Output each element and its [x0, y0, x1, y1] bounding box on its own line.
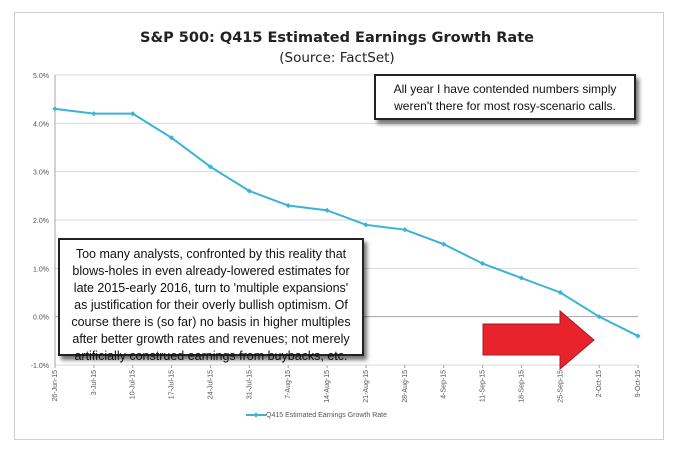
x-tick-label: 18-Sep-15	[518, 370, 525, 403]
legend: Q415 Estimated Earnings Growth Rate	[244, 412, 387, 419]
y-tick-labels: -1.0% 0.0% 1.0% 2.0% 3.0% 4.0% 5.0%	[31, 73, 49, 370]
x-tick-label: 7-Aug-15	[285, 370, 292, 399]
data-point	[91, 111, 97, 117]
x-tick-label: 4-Sep-15	[441, 370, 448, 399]
data-point	[402, 227, 408, 233]
x-tick-label: 25-Sep-15	[557, 370, 564, 403]
y-tick-label: 0.0%	[33, 315, 49, 322]
legend-label: Q415 Estimated Earnings Growth Rate	[266, 412, 388, 419]
chart-subtitle: (Source: FactSet)	[279, 50, 395, 66]
x-tick-label: 11-Sep-15	[480, 370, 487, 402]
red-arrow	[482, 309, 595, 371]
x-tick-label: 31-Jul-15	[246, 370, 253, 399]
data-point	[52, 106, 58, 112]
data-point	[130, 111, 136, 117]
legend-marker	[246, 412, 266, 418]
y-tick-label: 5.0%	[33, 73, 49, 80]
data-point	[479, 260, 486, 267]
y-tick-label: -1.0%	[31, 363, 49, 370]
x-tick-label: 10-Jul-15	[130, 370, 137, 399]
x-tick-label: 26-Jun-15	[52, 370, 59, 402]
annotation-left: Too many analysts, confronted by this re…	[58, 238, 364, 363]
x-tick-label: 3-Jul-15	[91, 370, 98, 395]
data-point	[518, 275, 524, 281]
y-tick-label: 1.0%	[33, 266, 49, 273]
legend-point	[253, 412, 259, 418]
data-point	[285, 202, 291, 209]
x-tick-label: 9-Oct-15	[635, 370, 642, 397]
y-tick-label: 2.0%	[33, 218, 49, 225]
x-tick-label: 17-Jul-15	[169, 370, 176, 399]
x-tick-label: 2-Oct-15	[596, 370, 603, 397]
x-tick-label: 14-Aug-15	[324, 370, 331, 403]
y-tick-label: 4.0%	[33, 121, 49, 128]
data-point	[207, 164, 214, 170]
series-line	[54, 107, 639, 337]
x-tick-label: 28-Aug-15	[402, 370, 409, 403]
annotation-top-right: All year I have contended numbers simply…	[374, 74, 636, 120]
red-arrow-shape	[482, 309, 595, 371]
x-tick-label: 24-Jul-15	[207, 370, 214, 399]
x-tick-labels: 26-Jun-15 3-Jul-15 10-Jul-15 17-Jul-15 24-Ju…	[52, 365, 642, 403]
x-tick-label: 21-Aug-15	[363, 370, 370, 403]
data-point	[169, 135, 175, 141]
series-group	[52, 106, 641, 339]
data-point	[596, 314, 602, 320]
data-point	[635, 333, 641, 339]
chart-title: S&P 500: Q415 Estimated Earnings Growth …	[140, 30, 534, 46]
y-tick-label: 3.0%	[33, 170, 49, 177]
data-point	[324, 207, 330, 213]
data-point	[246, 188, 252, 194]
data-point	[441, 241, 447, 247]
data-point	[363, 222, 369, 228]
data-point	[557, 289, 563, 296]
